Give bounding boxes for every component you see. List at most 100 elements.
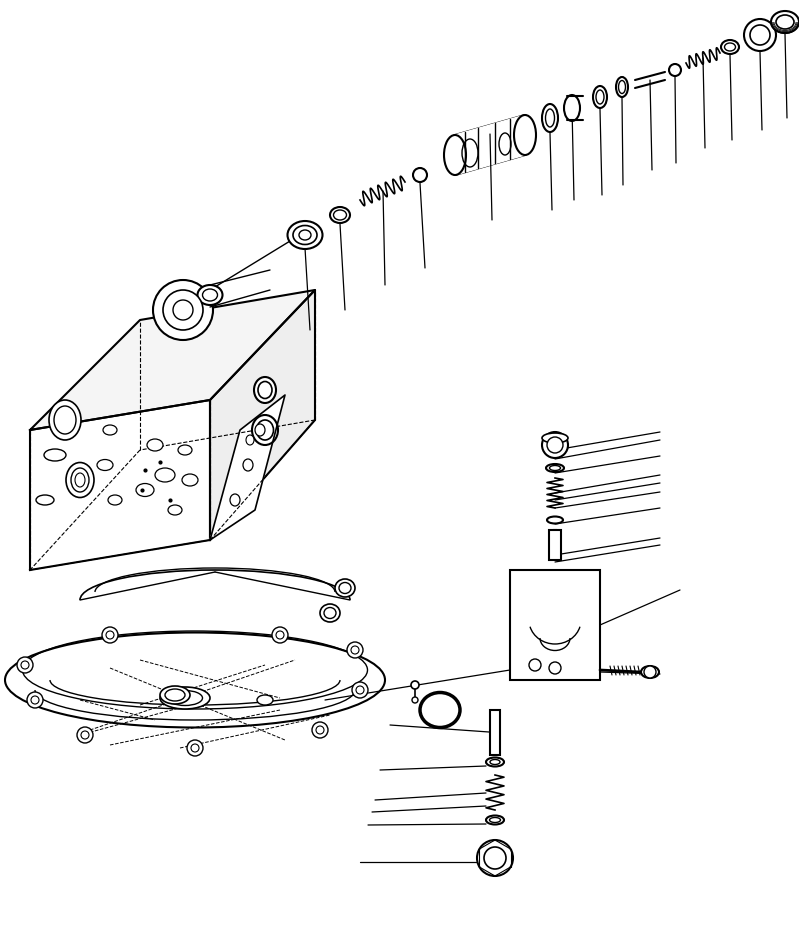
Ellipse shape (197, 285, 222, 305)
Ellipse shape (420, 693, 460, 728)
Circle shape (484, 847, 506, 869)
Ellipse shape (182, 474, 198, 486)
Ellipse shape (252, 415, 278, 445)
Ellipse shape (616, 77, 628, 97)
Circle shape (744, 19, 776, 51)
Ellipse shape (776, 15, 794, 29)
Circle shape (750, 25, 770, 45)
Ellipse shape (97, 459, 113, 471)
Ellipse shape (486, 815, 504, 825)
Circle shape (529, 659, 541, 671)
Ellipse shape (71, 468, 89, 492)
Ellipse shape (257, 695, 273, 705)
Circle shape (644, 666, 656, 678)
Circle shape (547, 437, 563, 453)
Ellipse shape (136, 483, 154, 496)
Ellipse shape (293, 226, 317, 245)
Ellipse shape (256, 420, 273, 440)
Ellipse shape (618, 81, 626, 94)
Circle shape (153, 280, 213, 340)
Ellipse shape (5, 632, 385, 728)
Ellipse shape (155, 468, 175, 482)
Ellipse shape (254, 377, 276, 403)
Polygon shape (210, 290, 315, 540)
Circle shape (411, 681, 419, 689)
Ellipse shape (330, 207, 350, 223)
Ellipse shape (36, 495, 54, 505)
Circle shape (316, 726, 324, 734)
Circle shape (312, 722, 328, 738)
Ellipse shape (335, 579, 355, 597)
Circle shape (191, 744, 199, 752)
Circle shape (81, 731, 89, 739)
Circle shape (173, 300, 193, 320)
Polygon shape (455, 115, 525, 175)
Ellipse shape (542, 433, 568, 443)
Ellipse shape (641, 666, 659, 678)
Ellipse shape (542, 104, 558, 132)
Ellipse shape (320, 604, 340, 622)
Circle shape (17, 657, 33, 673)
Circle shape (163, 290, 203, 330)
Ellipse shape (255, 424, 265, 436)
Ellipse shape (44, 449, 66, 461)
Polygon shape (30, 290, 315, 430)
Circle shape (31, 696, 39, 704)
Ellipse shape (444, 135, 466, 175)
Ellipse shape (546, 464, 564, 472)
Ellipse shape (546, 109, 555, 127)
Ellipse shape (486, 757, 504, 767)
Ellipse shape (230, 494, 240, 506)
Circle shape (356, 686, 364, 694)
Ellipse shape (299, 230, 311, 240)
Circle shape (102, 627, 118, 643)
Ellipse shape (160, 687, 210, 709)
Ellipse shape (490, 817, 500, 823)
Ellipse shape (49, 400, 81, 440)
Polygon shape (30, 400, 210, 570)
Ellipse shape (165, 689, 185, 701)
Ellipse shape (103, 425, 117, 435)
Ellipse shape (771, 11, 799, 33)
Ellipse shape (178, 445, 192, 455)
Polygon shape (635, 72, 665, 88)
Circle shape (669, 64, 681, 76)
Ellipse shape (547, 516, 563, 524)
Circle shape (77, 727, 93, 743)
Ellipse shape (54, 406, 76, 434)
Ellipse shape (593, 86, 607, 108)
Ellipse shape (246, 435, 254, 445)
Circle shape (187, 740, 203, 756)
Ellipse shape (108, 495, 122, 505)
Bar (510, 570, 600, 680)
Circle shape (412, 697, 418, 703)
Ellipse shape (75, 473, 85, 487)
Bar (490, 710, 500, 755)
Ellipse shape (564, 95, 580, 121)
Ellipse shape (339, 583, 351, 593)
Ellipse shape (160, 686, 190, 704)
Bar (549, 530, 561, 560)
Ellipse shape (66, 462, 94, 497)
Ellipse shape (168, 691, 202, 705)
Ellipse shape (288, 221, 323, 249)
Ellipse shape (243, 459, 253, 471)
Polygon shape (567, 96, 583, 120)
Ellipse shape (202, 289, 217, 301)
Ellipse shape (596, 90, 604, 104)
Ellipse shape (168, 505, 182, 515)
Circle shape (352, 682, 368, 698)
Ellipse shape (490, 759, 500, 765)
Circle shape (276, 631, 284, 639)
Ellipse shape (258, 381, 272, 399)
Circle shape (106, 631, 114, 639)
Ellipse shape (147, 439, 163, 451)
Ellipse shape (333, 210, 347, 220)
Circle shape (549, 662, 561, 674)
Ellipse shape (725, 43, 736, 51)
Ellipse shape (514, 115, 536, 155)
Circle shape (347, 642, 363, 658)
Ellipse shape (550, 466, 561, 471)
Ellipse shape (324, 607, 336, 619)
Circle shape (27, 692, 43, 708)
